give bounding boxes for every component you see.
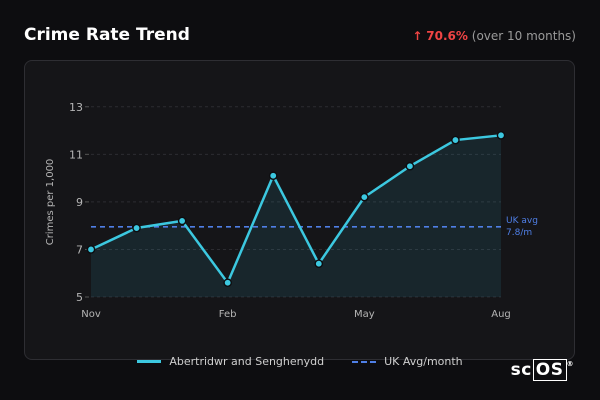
series-line — [90, 134, 502, 284]
chart-legend: Abertridwr and Senghenydd UK Avg/month — [0, 355, 600, 368]
data-point — [268, 171, 278, 181]
data-point — [223, 278, 232, 288]
brand-logo-boxed: OS — [532, 359, 567, 381]
data-point — [405, 161, 415, 171]
data-point — [314, 259, 324, 269]
legend-item-series[interactable]: Abertridwr and Senghenydd — [137, 355, 324, 368]
y-tick-label: 13 — [69, 101, 83, 114]
data-point — [86, 245, 96, 254]
legend-item-uk-average[interactable]: UK Avg/month — [352, 355, 463, 368]
chart-title: Crime Rate Trend — [24, 25, 190, 45]
x-tick-label: Aug — [491, 309, 511, 320]
brand-logo-mark: ® — [566, 360, 574, 368]
trend-change-note: (over 10 months) — [471, 29, 576, 43]
legend-swatch-series — [137, 360, 162, 363]
x-tick-label: Feb — [219, 309, 237, 320]
legend-swatch-uk-average — [352, 360, 377, 363]
legend-label-series: Abertridwr and Senghenydd — [169, 355, 325, 368]
series-area — [91, 135, 501, 297]
y-tick-label: 11 — [69, 148, 83, 161]
trend-change-value: 70.6% — [426, 29, 468, 43]
data-point — [451, 135, 460, 145]
brand-logo: sc OS ® — [510, 359, 574, 381]
y-tick-label: 5 — [76, 291, 83, 304]
x-tick-label: Nov — [81, 309, 101, 320]
y-tick-label: 9 — [76, 196, 83, 209]
x-tick-label: May — [354, 309, 375, 320]
uk-average-label: UK avg — [506, 216, 538, 226]
uk-average-value-label: 7.8/m — [506, 228, 532, 238]
data-point — [496, 131, 506, 140]
data-point — [132, 223, 141, 233]
brand-logo-prefix: sc — [510, 360, 532, 380]
data-point — [177, 216, 187, 226]
chart-card — [24, 60, 575, 360]
data-point — [360, 192, 369, 202]
legend-label-uk-average: UK Avg/month — [384, 355, 463, 368]
trend-change-summary: ↑ 70.6% (over 10 months) — [412, 29, 576, 43]
trend-up-arrow-icon: ↑ — [412, 29, 423, 43]
y-tick-label: 7 — [76, 243, 83, 256]
y-axis-label: Crimes per 1,000 — [45, 159, 56, 246]
